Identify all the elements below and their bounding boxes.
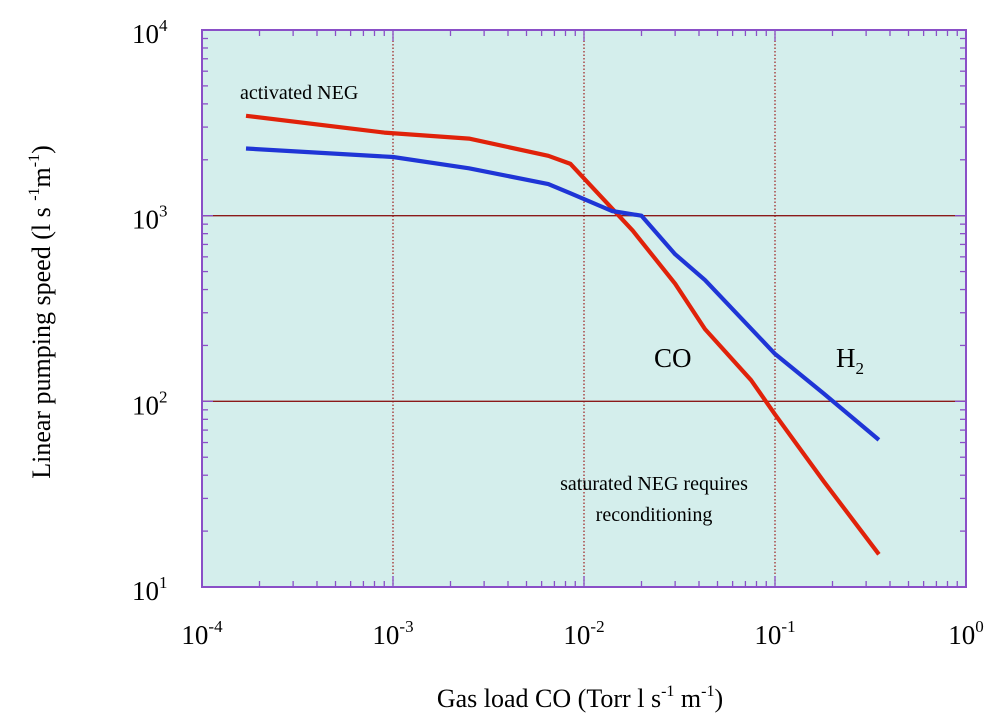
plot-frame	[201, 29, 967, 588]
x-tick-label: 10-2	[563, 617, 604, 650]
x-axis-title-e: )	[714, 684, 723, 713]
x-tick-base: 10	[372, 620, 399, 650]
y-axis-title-c: m	[27, 167, 56, 187]
x-tick-base: 10	[948, 620, 975, 650]
plot-background	[202, 30, 966, 587]
y-tick-base: 10	[132, 205, 159, 235]
y-tick-base: 10	[132, 576, 159, 606]
x-tick-label: 10-3	[372, 617, 413, 650]
y-tick-exponent: 2	[159, 387, 168, 406]
annotation-saturated-line1: saturated NEG requires	[560, 473, 748, 495]
annotation-h2-sub: 2	[856, 359, 865, 378]
x-axis-title-b: -1	[661, 683, 674, 700]
y-tick-label: 101	[132, 573, 168, 606]
x-axis-title-c: m	[674, 684, 701, 713]
y-tick-exponent: 1	[159, 573, 168, 592]
x-tick-exponent: -4	[208, 617, 223, 636]
y-axis-title-e: )	[27, 145, 56, 154]
x-axis-title-d: -1	[701, 683, 714, 700]
x-tick-label: 100	[948, 617, 984, 650]
y-tick-base: 10	[132, 19, 159, 49]
annotation-h2-main: H	[836, 343, 856, 373]
x-tick-base: 10	[563, 620, 590, 650]
y-tick-label: 103	[132, 202, 168, 235]
y-tick-exponent: 4	[159, 16, 168, 35]
x-axis-title: Gas load CO (Torr l s-1 m-1)	[437, 683, 723, 713]
x-tick-label: 10-1	[754, 617, 795, 650]
series-line-1	[245, 146, 881, 442]
y-tick-exponent: 3	[159, 202, 168, 221]
grid-lines	[202, 30, 966, 587]
x-tick-exponent: -3	[399, 617, 413, 636]
x-tick-exponent: -2	[590, 617, 604, 636]
x-tick-exponent: 0	[975, 617, 984, 636]
annotation-h2: H2	[836, 343, 864, 378]
annotation-co: CO	[654, 343, 692, 373]
x-tick-exponent: -1	[781, 617, 795, 636]
series-layer	[245, 113, 881, 556]
y-axis-title-a: Linear pumping speed (l s	[27, 201, 56, 479]
y-tick-base: 10	[132, 390, 159, 420]
y-tick-label: 104	[132, 16, 168, 49]
y-axis-title-d: -1	[26, 154, 43, 167]
annotation-activated-neg: activated NEG	[240, 82, 358, 104]
x-tick-base: 10	[754, 620, 781, 650]
y-tick-label: 102	[132, 387, 168, 420]
x-axis-title-a: Gas load CO (Torr l s	[437, 684, 661, 713]
x-tick-label: 10-4	[181, 617, 223, 650]
x-tick-base: 10	[181, 620, 208, 650]
y-axis-title: Linear pumping speed (l s -1m-1)	[26, 145, 56, 479]
y-axis-title-b: -1	[26, 187, 43, 200]
annotation-saturated-line2: reconditioning	[596, 504, 713, 526]
series-line-0	[245, 113, 881, 556]
